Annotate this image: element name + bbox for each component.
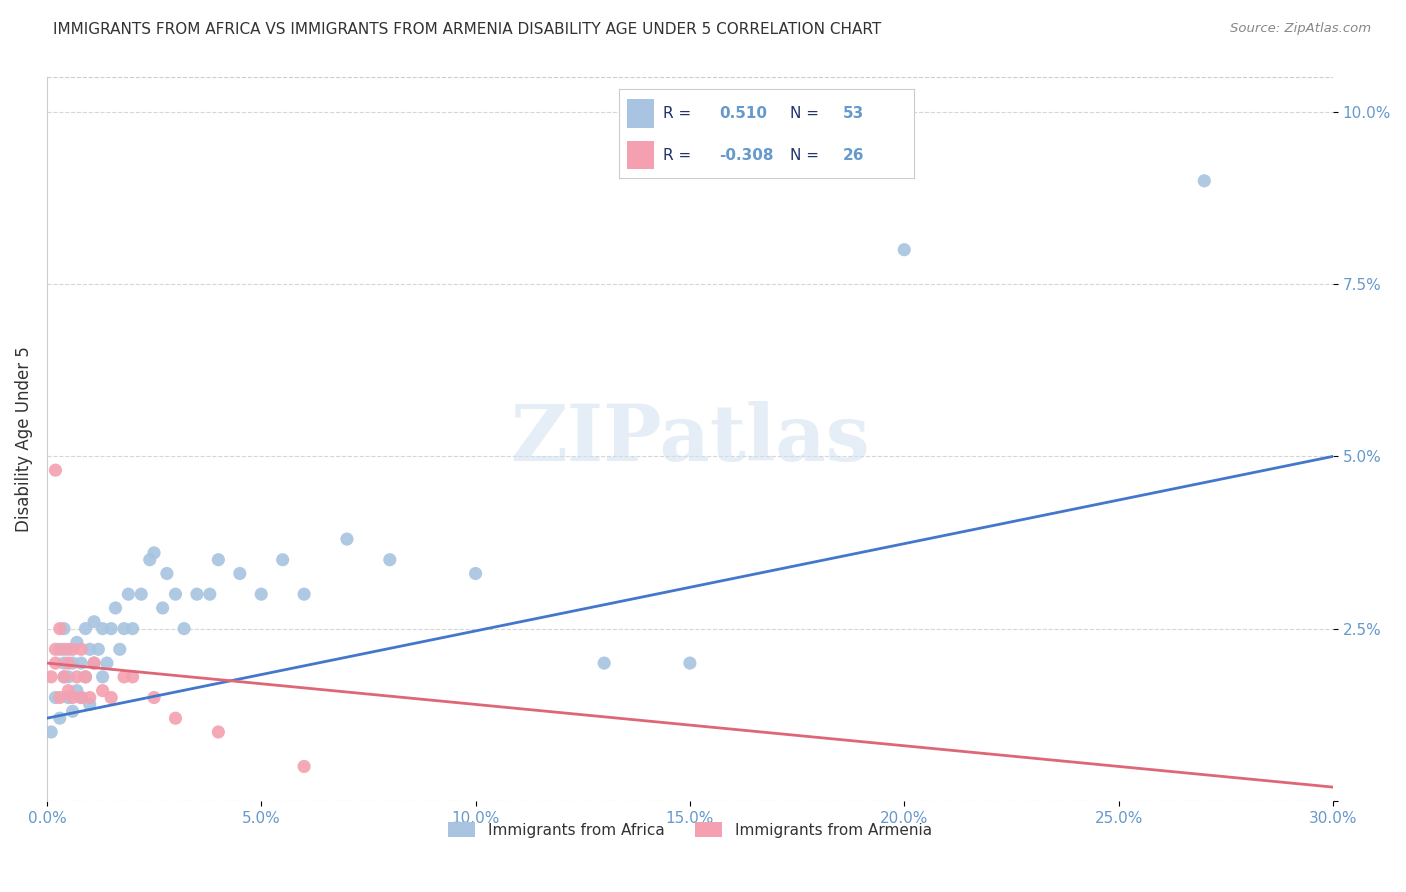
Y-axis label: Disability Age Under 5: Disability Age Under 5	[15, 346, 32, 533]
Point	[58, 642, 80, 657]
Point	[893, 243, 915, 257]
Point	[70, 642, 93, 657]
Point	[79, 642, 101, 657]
Text: IMMIGRANTS FROM AFRICA VS IMMIGRANTS FROM ARMENIA DISABILITY AGE UNDER 5 CORRELA: IMMIGRANTS FROM AFRICA VS IMMIGRANTS FRO…	[53, 22, 882, 37]
Point	[96, 656, 118, 670]
Point	[44, 463, 66, 477]
Point	[75, 670, 97, 684]
Point	[165, 711, 187, 725]
Text: ZIPatlas: ZIPatlas	[510, 401, 870, 477]
Bar	[627, 141, 654, 169]
Point	[58, 690, 80, 705]
Point	[121, 622, 143, 636]
Point	[44, 642, 66, 657]
Point	[83, 615, 105, 629]
Point	[292, 587, 315, 601]
Point	[165, 587, 187, 601]
Point	[58, 656, 80, 670]
Point	[336, 532, 359, 546]
Point	[53, 670, 76, 684]
Point	[70, 690, 93, 705]
Point	[66, 683, 89, 698]
Point	[143, 546, 166, 560]
Point	[121, 670, 143, 684]
Point	[156, 566, 179, 581]
Point	[104, 601, 127, 615]
Point	[207, 553, 229, 567]
Point	[117, 587, 139, 601]
Point	[53, 642, 76, 657]
Point	[100, 690, 122, 705]
Point	[66, 635, 89, 649]
Point	[44, 656, 66, 670]
Point	[79, 698, 101, 712]
Point	[48, 690, 70, 705]
Text: N =: N =	[790, 148, 818, 162]
Point	[62, 690, 84, 705]
Point	[58, 670, 80, 684]
Text: R =: R =	[664, 106, 692, 120]
Point	[48, 622, 70, 636]
Text: 0.510: 0.510	[718, 106, 768, 120]
Point	[108, 642, 131, 657]
Point	[679, 656, 702, 670]
Point	[87, 642, 110, 657]
Point	[39, 670, 62, 684]
Point	[271, 553, 294, 567]
Text: -0.308: -0.308	[718, 148, 773, 162]
Point	[143, 690, 166, 705]
Point	[91, 670, 114, 684]
Point	[62, 642, 84, 657]
Point	[75, 622, 97, 636]
Point	[75, 670, 97, 684]
Point	[53, 656, 76, 670]
Point	[292, 759, 315, 773]
Point	[44, 690, 66, 705]
Point	[53, 670, 76, 684]
Text: R =: R =	[664, 148, 692, 162]
Point	[593, 656, 616, 670]
Point	[173, 622, 195, 636]
Text: N =: N =	[790, 106, 818, 120]
Point	[198, 587, 221, 601]
Point	[91, 622, 114, 636]
Point	[66, 670, 89, 684]
Point	[207, 725, 229, 739]
Text: 53: 53	[844, 106, 865, 120]
Text: Source: ZipAtlas.com: Source: ZipAtlas.com	[1230, 22, 1371, 36]
Point	[152, 601, 174, 615]
Bar	[627, 99, 654, 128]
Point	[70, 690, 93, 705]
Point	[250, 587, 273, 601]
Point	[229, 566, 252, 581]
Point	[139, 553, 162, 567]
Point	[112, 622, 135, 636]
Point	[79, 690, 101, 705]
Legend: Immigrants from Africa, Immigrants from Armenia: Immigrants from Africa, Immigrants from …	[441, 815, 938, 844]
Point	[1194, 174, 1216, 188]
Point	[129, 587, 152, 601]
Point	[186, 587, 208, 601]
Point	[62, 656, 84, 670]
Point	[48, 642, 70, 657]
Point	[70, 656, 93, 670]
Point	[48, 711, 70, 725]
Point	[464, 566, 486, 581]
Point	[62, 704, 84, 718]
Point	[83, 656, 105, 670]
Point	[112, 670, 135, 684]
Point	[58, 683, 80, 698]
Point	[39, 725, 62, 739]
Text: 26: 26	[844, 148, 865, 162]
Point	[83, 656, 105, 670]
Point	[100, 622, 122, 636]
Point	[378, 553, 401, 567]
Point	[91, 683, 114, 698]
Point	[53, 622, 76, 636]
